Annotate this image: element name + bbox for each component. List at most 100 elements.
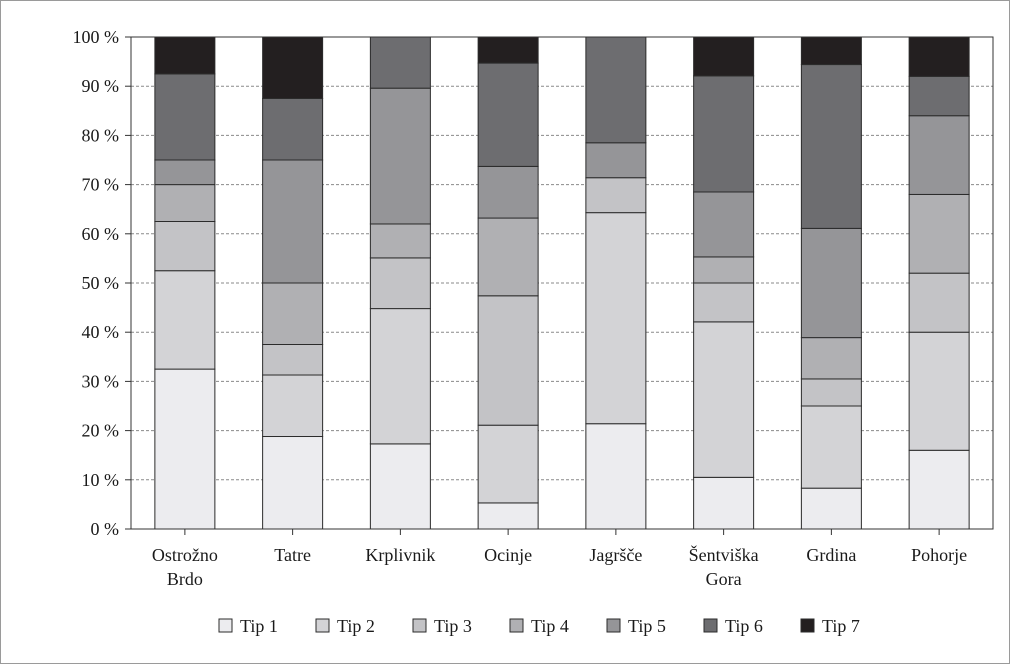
x-tick-label: Šentviška <box>689 544 759 565</box>
bar-segment <box>154 36 216 75</box>
x-tick-label: Ocinje <box>484 545 532 565</box>
bar-segment <box>154 221 216 272</box>
bar-segment <box>585 142 647 179</box>
bar-segment <box>262 374 324 438</box>
bar-segment <box>908 75 970 117</box>
y-axis-ticks: 0 % 10 % 20 % 30 % 40 % 50 % 60 % 70 % 80 % 90 % 1… <box>73 27 131 539</box>
x-tick-label: Grdina <box>806 545 856 565</box>
x-tick-label: Gora <box>706 569 742 589</box>
bar-segment <box>693 36 755 77</box>
legend-label: Tip 6 <box>725 616 763 636</box>
bar-stack <box>693 36 755 530</box>
bar-segment <box>693 256 755 284</box>
bar-segment <box>369 443 431 530</box>
bar-segment <box>369 308 431 445</box>
y-tick-label: 60 % <box>82 224 120 244</box>
bar-segment <box>262 282 324 345</box>
bar-segment <box>262 344 324 376</box>
bar-segment <box>154 184 216 223</box>
bar-segment <box>262 436 324 530</box>
bar-segment <box>693 191 755 258</box>
legend-swatch <box>606 618 621 633</box>
bar-segment <box>908 331 970 451</box>
bar-segment <box>800 227 862 339</box>
bar-segment <box>800 36 862 66</box>
bar-segment <box>477 165 539 219</box>
bars <box>154 36 970 530</box>
y-tick-label: 40 % <box>82 322 120 342</box>
bar-segment <box>369 36 431 89</box>
x-tick-label: Brdo <box>167 569 203 589</box>
bar-stack <box>585 36 647 530</box>
x-tick-label: Jagršče <box>589 545 642 565</box>
bar-segment <box>262 159 324 284</box>
bar-segment <box>477 424 539 504</box>
bar-segment <box>693 75 755 193</box>
bar-segment <box>477 217 539 297</box>
bar-segment <box>693 282 755 323</box>
bar-segment <box>800 378 862 407</box>
legend-label: Tip 7 <box>822 616 860 636</box>
bar-segment <box>154 368 216 530</box>
bar-segment <box>800 487 862 530</box>
bar-segment <box>477 62 539 167</box>
legend-swatch <box>703 618 718 633</box>
bar-segment <box>154 270 216 370</box>
bar-segment <box>908 36 970 77</box>
legend-swatch <box>509 618 524 633</box>
bar-segment <box>262 98 324 161</box>
bar-segment <box>154 73 216 161</box>
bar-segment <box>585 177 647 214</box>
x-tick-label: Pohorje <box>911 545 967 565</box>
bar-segment <box>585 423 647 530</box>
bar-stack <box>477 36 539 530</box>
bar-segment <box>369 87 431 225</box>
bar-stack <box>908 36 970 530</box>
legend: Tip 1 Tip 2 Tip 3 Tip 4 Tip 5 Tip 6 Tip 7 <box>218 616 860 636</box>
legend-swatch <box>218 618 233 633</box>
y-tick-label: 50 % <box>82 273 120 293</box>
bar-segment <box>908 193 970 274</box>
legend-label: Tip 1 <box>240 616 278 636</box>
grid-lines <box>131 85 993 481</box>
bar-stack <box>369 36 431 530</box>
bar-segment <box>369 257 431 310</box>
x-tick-label: Ostrožno <box>152 545 218 565</box>
bar-stack <box>154 36 216 530</box>
bar-segment <box>262 36 324 99</box>
x-tick-label: Tatre <box>274 545 311 565</box>
bar-segment <box>693 321 755 478</box>
legend-label: Tip 5 <box>628 616 666 636</box>
bar-segment <box>908 449 970 530</box>
y-tick-label: 100 % <box>73 27 120 47</box>
legend-label: Tip 4 <box>531 616 569 636</box>
legend-swatch <box>800 618 815 633</box>
y-tick-label: 80 % <box>82 125 120 145</box>
bar-segment <box>908 115 970 195</box>
bar-stack <box>800 36 862 530</box>
x-axis-ticks: Ostrožno Brdo Tatre Krplivnik Ocinje Jagršče Š… <box>152 529 967 589</box>
bar-segment <box>800 337 862 380</box>
x-tick-label: Krplivnik <box>365 545 435 565</box>
legend-swatch <box>412 618 427 633</box>
y-tick-label: 20 % <box>82 421 120 441</box>
bar-segment <box>908 272 970 333</box>
bar-segment <box>477 502 539 530</box>
bar-segment <box>585 36 647 144</box>
bar-segment <box>693 476 755 530</box>
bar-segment <box>369 223 431 259</box>
bar-stack <box>262 36 324 530</box>
bar-segment <box>154 159 216 186</box>
bar-segment <box>477 36 539 64</box>
y-tick-label: 0 % <box>91 519 120 539</box>
y-tick-label: 70 % <box>82 175 120 195</box>
y-tick-label: 30 % <box>82 371 120 391</box>
y-tick-label: 10 % <box>82 470 120 490</box>
bar-segment <box>800 405 862 489</box>
y-tick-label: 90 % <box>82 76 120 96</box>
legend-swatch <box>315 618 330 633</box>
bar-segment <box>800 64 862 229</box>
bar-segment <box>585 212 647 425</box>
